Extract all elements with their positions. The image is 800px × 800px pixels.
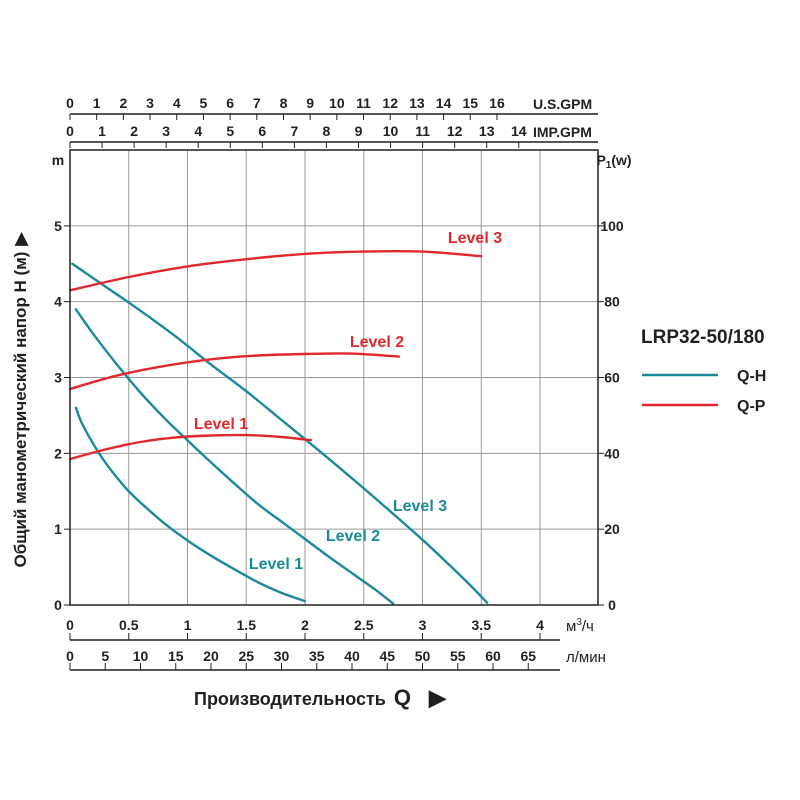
lmin-tick-label: 10 <box>133 648 149 664</box>
usgpm-tick-label: 2 <box>119 95 127 111</box>
curve-q-h-level-3 <box>71 262 489 604</box>
impgpm-tick-label: 14 <box>511 123 527 139</box>
usgpm-tick-label: 5 <box>200 95 208 111</box>
usgpm-tick-label: 3 <box>146 95 154 111</box>
lmin-tick-label: 25 <box>238 648 254 664</box>
usgpm-tick-label: 16 <box>489 95 505 111</box>
impgpm-tick-label: 4 <box>194 123 202 139</box>
y2-unit-label: P1(w) <box>596 152 631 171</box>
usgpm-tick-label: 13 <box>409 95 425 111</box>
impgpm-tick-label: 3 <box>162 123 170 139</box>
x-tick-label: 2.5 <box>354 617 374 633</box>
curve-labels: Level 1 Level 2 Level 3 Level 1 Level 2 Level… <box>194 230 502 573</box>
lmin-tick-label: 30 <box>274 648 290 664</box>
curve-q-p-level-2 <box>68 352 401 391</box>
lmin-tick-label: 20 <box>203 648 219 664</box>
lmin-tick-label: 50 <box>415 648 431 664</box>
legend-label-q-h: Q-H <box>737 368 766 385</box>
lmin-tick-label: 15 <box>168 648 184 664</box>
usgpm-tick-label: 14 <box>436 95 452 111</box>
grid-lines <box>70 150 598 605</box>
top-axis-1-unit: U.S.GPM <box>533 96 592 112</box>
bottom-axes: 0 0.5 1 1.5 2 2.5 3 3.5 40 5 10 15 20 25 30 35 40 45 50 55 6… <box>66 617 560 671</box>
y-axes: 0 1 2 3 4 5 0 20 40 60 80 100 <box>54 218 624 613</box>
lmin-tick-label: 5 <box>101 648 109 664</box>
usgpm-tick-label: 12 <box>382 95 398 111</box>
impgpm-tick-label: 5 <box>226 123 234 139</box>
usgpm-tick-label: 9 <box>306 95 314 111</box>
y2-tick-label: 40 <box>604 445 620 461</box>
impgpm-tick-label: 13 <box>479 123 495 139</box>
x-tick-label: 1.5 <box>237 617 257 633</box>
curve-label-q-p-level-3: Level 3 <box>448 230 502 247</box>
impgpm-tick-label: 11 <box>415 123 430 139</box>
y2-tick-label: 80 <box>604 294 620 310</box>
lmin-tick-label: 0 <box>66 648 74 664</box>
impgpm-tick-label: 8 <box>323 123 331 139</box>
usgpm-tick-label: 10 <box>329 95 345 111</box>
impgpm-tick-label: 6 <box>258 123 266 139</box>
lmin-tick-label: 40 <box>344 648 360 664</box>
x-tick-label: 4 <box>536 617 544 633</box>
x-tick-label: 2 <box>301 617 309 633</box>
y2-tick-label: 100 <box>600 218 624 234</box>
curve-q-h-level-1 <box>74 406 307 603</box>
usgpm-tick-label: 11 <box>356 95 371 111</box>
usgpm-tick-label: 0 <box>66 95 74 111</box>
x-axis-title: Производительность Q ▶ <box>194 685 447 710</box>
y-tick-label: 5 <box>54 218 62 234</box>
impgpm-tick-label: 1 <box>98 123 106 139</box>
lmin-tick-label: 55 <box>450 648 466 664</box>
usgpm-tick-label: 8 <box>280 95 288 111</box>
curve-label-q-p-level-1: Level 1 <box>194 416 248 433</box>
lmin-tick-label: 35 <box>309 648 325 664</box>
top-axes: 0 1 2 3 4 5 6 7 8 9 10 11 12 13 14 15 160 1 2 3 4 5 6 7 8 9 10 11 12… <box>66 95 598 148</box>
curve-label-q-h-level-3: Level 3 <box>393 498 447 515</box>
x-tick-label: 1 <box>184 617 192 633</box>
y2-tick-label: 20 <box>604 521 620 537</box>
y-tick-label: 3 <box>54 370 62 386</box>
y-tick-label: 1 <box>54 521 62 537</box>
y-tick-label: 2 <box>54 445 62 461</box>
x-tick-label: 3.5 <box>472 617 492 633</box>
impgpm-tick-label: 0 <box>66 123 74 139</box>
lmin-tick-label: 65 <box>520 648 536 664</box>
legend-label-q-p: Q-P <box>737 398 766 415</box>
y2-tick-label: 0 <box>608 597 616 613</box>
curve-label-q-h-level-1: Level 1 <box>249 556 303 573</box>
usgpm-tick-label: 4 <box>173 95 181 111</box>
x-tick-label: 3 <box>419 617 427 633</box>
y2-tick-label: 60 <box>604 370 620 386</box>
x-unit-lmin: л/мин <box>566 649 606 666</box>
performance-curves <box>68 249 489 605</box>
usgpm-tick-label: 1 <box>93 95 101 111</box>
impgpm-tick-label: 7 <box>290 123 298 139</box>
lmin-tick-label: 60 <box>485 648 501 664</box>
impgpm-tick-label: 2 <box>130 123 138 139</box>
x-tick-label: 0.5 <box>119 617 139 633</box>
y-tick-label: 4 <box>54 294 62 310</box>
x-tick-label: 0 <box>66 617 74 633</box>
curve-q-p-level-3 <box>68 249 483 292</box>
y-tick-label: 0 <box>54 597 62 613</box>
impgpm-tick-label: 10 <box>383 123 399 139</box>
top-axis-2-unit: IMP.GPM <box>533 124 592 140</box>
lmin-tick-label: 45 <box>379 648 395 664</box>
usgpm-tick-label: 15 <box>462 95 478 111</box>
curve-label-q-p-level-2: Level 2 <box>350 334 404 351</box>
x-unit-m3h: м3/ч <box>566 617 594 635</box>
model-label: LRP32-50/180 <box>641 327 765 348</box>
y-unit-label: m <box>52 152 64 168</box>
curve-label-q-h-level-2: Level 2 <box>326 528 380 545</box>
legend: LRP32-50/180 Q-H Q-P <box>641 327 766 415</box>
usgpm-tick-label: 7 <box>253 95 261 111</box>
impgpm-tick-label: 12 <box>447 123 463 139</box>
usgpm-tick-label: 6 <box>226 95 234 111</box>
impgpm-tick-label: 9 <box>355 123 363 139</box>
y-axis-title: Общий манометрический напор H (м)▶ <box>11 232 30 568</box>
curve-q-p-level-1 <box>68 433 313 461</box>
